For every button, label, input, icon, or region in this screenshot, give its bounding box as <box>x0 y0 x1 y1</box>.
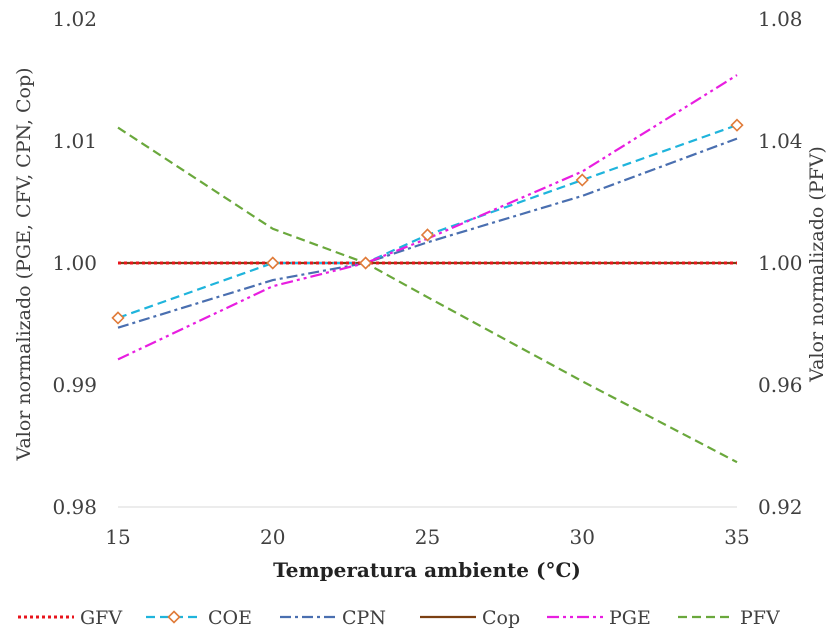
legend-label: PGE <box>609 607 651 629</box>
y-right-tick-label: 1.04 <box>758 129 803 153</box>
coe-marker <box>111 311 125 325</box>
y-right-tick-label: 1.00 <box>758 251 803 275</box>
right-y-tick-labels: 0.92 0.96 1.00 1.04 1.08 <box>758 7 803 519</box>
y-right-tick-label: 0.92 <box>758 495 803 519</box>
x-tick-label: 30 <box>570 525 595 549</box>
y-right-tick-label: 1.08 <box>758 7 803 31</box>
legend-item-cpn: CPN <box>280 607 386 629</box>
x-tick-label: 15 <box>105 525 130 549</box>
legend-label: Cop <box>482 607 520 629</box>
y-left-tick-label: 0.98 <box>52 495 97 519</box>
x-tick-labels: 15 20 25 30 35 <box>105 525 749 549</box>
left-y-tick-labels: 0.98 0.99 1.00 1.01 1.02 <box>52 7 97 519</box>
coe-marker <box>358 256 373 270</box>
legend-label: GFV <box>80 607 122 629</box>
y-left-tick-label: 0.99 <box>52 373 97 397</box>
y-axis-right-label: Valor normalizado (PFV) <box>806 146 828 383</box>
y-left-tick-label: 1.02 <box>52 7 97 31</box>
series-line-pfv <box>117 126 738 464</box>
x-tick-label: 35 <box>724 525 749 549</box>
coe-marker <box>575 173 589 187</box>
series-line-coe <box>117 124 738 319</box>
x-tick-label: 25 <box>415 525 440 549</box>
series-lines <box>117 74 738 464</box>
y-left-tick-label: 1.00 <box>52 251 97 275</box>
legend-label: CPN <box>342 607 386 629</box>
legend-label: COE <box>208 607 252 629</box>
coe-marker <box>266 256 280 270</box>
legend-item-cop: Cop <box>420 607 520 629</box>
coe-marker <box>730 118 744 132</box>
x-tick-label: 20 <box>260 525 285 549</box>
x-axis-label: Temperatura ambiente (°C) <box>273 558 581 582</box>
legend-item-coe: COE <box>146 607 252 629</box>
legend-item-gfv: GFV <box>18 607 122 629</box>
y-right-tick-label: 0.96 <box>758 373 803 397</box>
legend-item-pge: PGE <box>547 607 651 629</box>
coe-marker <box>420 228 435 242</box>
y-axis-left-label: Valor normalizado (PGE, CFV, CPN, Cop) <box>13 67 35 461</box>
series-line-pge <box>117 74 738 361</box>
series-line-cpn <box>117 137 738 329</box>
legend-label: PFV <box>740 607 780 629</box>
legend: GFV COE CPN Cop PGE PFV <box>18 607 780 629</box>
legend-item-pfv: PFV <box>678 607 780 629</box>
series-markers <box>111 118 744 325</box>
y-left-tick-label: 1.01 <box>52 129 97 153</box>
legend-marker <box>167 610 181 624</box>
